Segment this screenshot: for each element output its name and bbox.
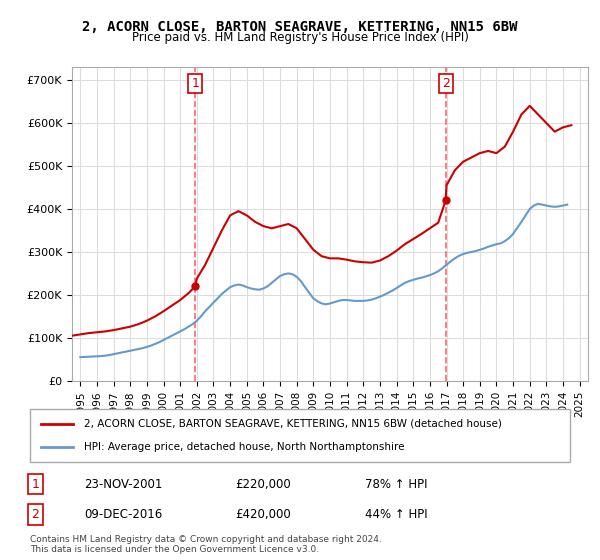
Text: Price paid vs. HM Land Registry's House Price Index (HPI): Price paid vs. HM Land Registry's House … xyxy=(131,31,469,44)
Text: 2: 2 xyxy=(31,508,40,521)
FancyBboxPatch shape xyxy=(30,409,570,462)
Text: HPI: Average price, detached house, North Northamptonshire: HPI: Average price, detached house, Nort… xyxy=(84,442,404,452)
Text: £220,000: £220,000 xyxy=(235,478,291,491)
Text: 09-DEC-2016: 09-DEC-2016 xyxy=(84,508,162,521)
Text: 78% ↑ HPI: 78% ↑ HPI xyxy=(365,478,427,491)
Text: 1: 1 xyxy=(31,478,40,491)
Text: £420,000: £420,000 xyxy=(235,508,291,521)
Text: 44% ↑ HPI: 44% ↑ HPI xyxy=(365,508,427,521)
Text: 2, ACORN CLOSE, BARTON SEAGRAVE, KETTERING, NN15 6BW (detached house): 2, ACORN CLOSE, BARTON SEAGRAVE, KETTERI… xyxy=(84,419,502,429)
Text: 2, ACORN CLOSE, BARTON SEAGRAVE, KETTERING, NN15 6BW: 2, ACORN CLOSE, BARTON SEAGRAVE, KETTERI… xyxy=(82,20,518,34)
Text: 2: 2 xyxy=(442,77,449,90)
Text: 23-NOV-2001: 23-NOV-2001 xyxy=(84,478,163,491)
Text: Contains HM Land Registry data © Crown copyright and database right 2024.
This d: Contains HM Land Registry data © Crown c… xyxy=(30,535,382,554)
Text: 1: 1 xyxy=(191,77,199,90)
